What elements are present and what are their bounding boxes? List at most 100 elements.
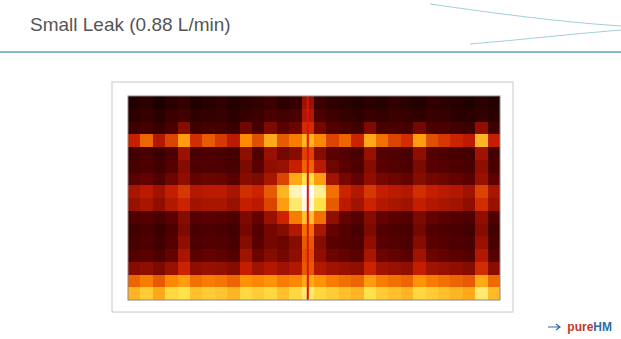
heatmap-cell <box>202 160 215 173</box>
heatmap-cell <box>252 275 265 288</box>
heatmap-cell <box>388 198 401 211</box>
heatmap-cell <box>289 96 302 109</box>
heatmap-cell <box>140 185 153 198</box>
heatmap-cell <box>277 109 290 122</box>
heatmap-cell <box>215 287 228 300</box>
cursor-line <box>307 96 309 300</box>
heatmap-cell <box>413 173 426 186</box>
heatmap-cell <box>475 211 488 224</box>
heatmap-cell <box>326 134 339 147</box>
heatmap-cell <box>215 224 228 237</box>
heatmap-cell <box>488 173 500 186</box>
heatmap-cell <box>413 249 426 262</box>
heatmap-cell <box>178 198 191 211</box>
heatmap-cell <box>128 198 141 211</box>
heatmap-cell <box>264 287 277 300</box>
heatmap-cell <box>227 109 240 122</box>
heatmap-cell <box>240 236 253 249</box>
heatmap-cell <box>178 185 191 198</box>
heatmap-cell <box>140 198 153 211</box>
heatmap-cell <box>190 262 203 275</box>
heatmap-cell <box>388 122 401 135</box>
heatmap-cell <box>488 147 500 160</box>
heatmap-cell <box>215 275 228 288</box>
heatmap-cell <box>376 173 389 186</box>
heatmap-cell <box>450 198 463 211</box>
heatmap-cell <box>438 249 451 262</box>
heatmap-cell <box>128 147 141 160</box>
heatmap-cell <box>475 134 488 147</box>
heatmap-cell <box>264 147 277 160</box>
heatmap-cell <box>326 109 339 122</box>
heatmap-cell <box>227 122 240 135</box>
heatmap-cell <box>463 275 476 288</box>
heatmap-cell <box>215 198 228 211</box>
heatmap-cell <box>252 109 265 122</box>
heatmap-cell <box>215 211 228 224</box>
heatmap-cell <box>450 96 463 109</box>
heatmap-cell <box>426 198 439 211</box>
heatmap-cell <box>401 249 414 262</box>
heatmap-cell <box>426 236 439 249</box>
heatmap-cell <box>227 173 240 186</box>
heatmap-cell <box>475 236 488 249</box>
heatmap-cell <box>202 262 215 275</box>
heatmap-cell <box>413 275 426 288</box>
heatmap-cell <box>314 160 327 173</box>
heatmap-cell <box>475 160 488 173</box>
heatmap-cell <box>388 224 401 237</box>
heatmap-cell <box>426 211 439 224</box>
heatmap-cell <box>401 109 414 122</box>
decor-curve <box>430 4 621 26</box>
heatmap-cell <box>351 287 364 300</box>
heatmap-cell <box>388 134 401 147</box>
heatmap-cell <box>252 198 265 211</box>
heatmap-cell <box>401 224 414 237</box>
heatmap-cell <box>178 109 191 122</box>
heatmap-cell <box>264 160 277 173</box>
heatmap-cell <box>438 147 451 160</box>
heatmap-cell <box>165 109 178 122</box>
heatmap-cell <box>401 160 414 173</box>
heatmap-cell <box>215 236 228 249</box>
heatmap-cell <box>240 160 253 173</box>
heatmap-cell <box>264 236 277 249</box>
heatmap-cell <box>364 198 377 211</box>
heatmap-cell <box>165 122 178 135</box>
heatmap-cell <box>227 96 240 109</box>
heatmap-cell <box>178 262 191 275</box>
heatmap-cell <box>488 287 500 300</box>
heatmap-cell <box>153 211 166 224</box>
heatmap-cell <box>376 134 389 147</box>
heatmap-cell <box>128 134 141 147</box>
heatmap-cell <box>314 249 327 262</box>
heatmap-cell <box>140 134 153 147</box>
heatmap-cell <box>227 211 240 224</box>
heatmap-cell <box>426 249 439 262</box>
heatmap-cell <box>252 122 265 135</box>
heatmap-cell <box>364 262 377 275</box>
heatmap-cell <box>128 96 141 109</box>
heatmap-cell <box>488 185 500 198</box>
heatmap-cell <box>153 198 166 211</box>
heatmap-cell <box>401 173 414 186</box>
heatmap-cell <box>190 275 203 288</box>
heatmap-cell <box>227 134 240 147</box>
heatmap-cell <box>264 173 277 186</box>
heatmap-cell <box>364 160 377 173</box>
heatmap-cell <box>264 109 277 122</box>
heatmap-cell <box>488 134 500 147</box>
heatmap-cell <box>190 224 203 237</box>
heatmap-cell <box>190 173 203 186</box>
heatmap-cell <box>153 224 166 237</box>
heatmap-cell <box>488 122 500 135</box>
heatmap-cell <box>165 96 178 109</box>
heatmap-cell <box>438 160 451 173</box>
heatmap-cell <box>351 134 364 147</box>
heatmap-cell <box>326 96 339 109</box>
heatmap-cell <box>277 249 290 262</box>
heatmap-cell <box>153 236 166 249</box>
heatmap-cell <box>388 236 401 249</box>
heatmap-cell <box>326 147 339 160</box>
heatmap-cell <box>227 249 240 262</box>
